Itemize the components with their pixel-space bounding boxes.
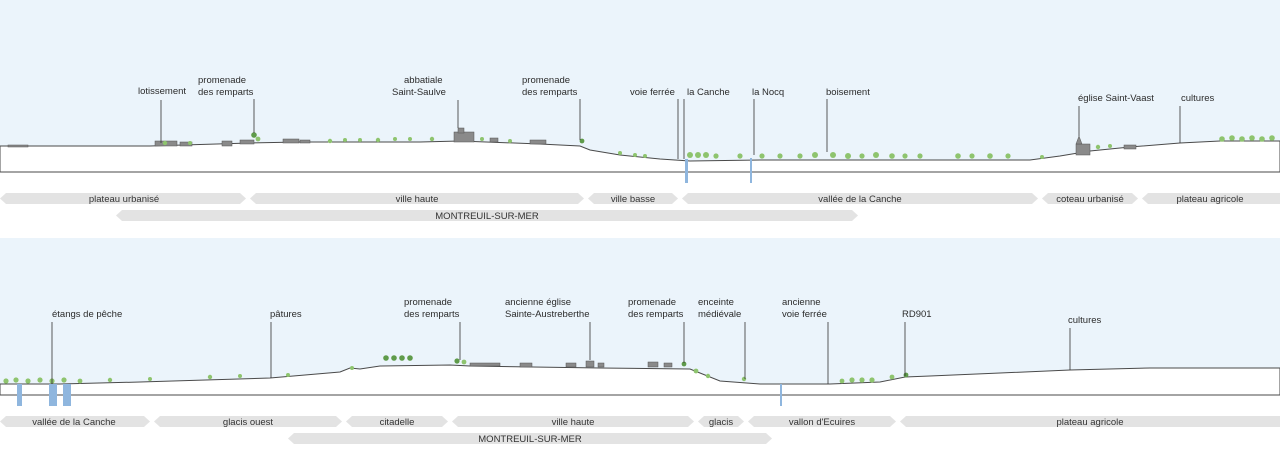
top-zone-bands (0, 193, 1280, 221)
top-zone-plateau-urbanise: plateau urbanisé (89, 194, 159, 205)
bottom-zone-citadelle: citadelle (380, 417, 415, 428)
top-sky-background (0, 0, 1280, 172)
top-nocq-river (750, 158, 752, 183)
bottom-label-ancienne-voie-b: voie ferrée (782, 309, 827, 320)
top-label-boisement: boisement (826, 87, 870, 98)
bottom-label-ancienne-eglise-b: Sainte-Austreberthe (505, 309, 590, 320)
top-buildings (7, 127, 1137, 156)
bottom-zone-bands (0, 416, 1280, 444)
top-label-abbatiale-a: abbatiale (404, 75, 443, 86)
top-label-abbatiale-b: Saint-Saulve (392, 87, 446, 98)
top-zone-vallee-canche: vallée de la Canche (818, 194, 901, 205)
top-zone-plateau-agricole: plateau agricole (1176, 194, 1243, 205)
bottom-label-promenade-1a: promenade (404, 297, 452, 308)
bottom-label-ancienne-eglise-a: ancienne église (505, 297, 571, 308)
bottom-label-enceinte-a: enceinte (698, 297, 734, 308)
bottom-buildings (469, 360, 673, 368)
top-zone-coteau-urbanise: coteau urbanisé (1056, 194, 1124, 205)
bottom-terrain-profile (0, 364, 1280, 396)
bottom-label-cultures: cultures (1068, 315, 1102, 326)
top-label-cultures: cultures (1181, 93, 1215, 104)
bottom-leader-lines (51, 322, 1071, 384)
top-label-promenade-1a: promenade (198, 75, 246, 86)
bottom-zone-glacis-ouest: glacis ouest (223, 417, 274, 428)
bottom-label-patures: pâtures (270, 309, 302, 320)
top-zone-ville-basse: ville basse (611, 194, 655, 205)
bottom-label-etangs-de-peche: étangs de pêche (52, 309, 122, 320)
bottom-zone-plateau-agricole: plateau agricole (1056, 417, 1123, 428)
top-town-band: MONTREUIL-SUR-MER (435, 211, 539, 222)
top-label-la-nocq: la Nocq (752, 87, 784, 98)
bottom-label-promenade-2b: des remparts (628, 309, 684, 320)
top-label-la-canche: la Canche (687, 87, 730, 98)
bottom-label-promenade-2a: promenade (628, 297, 676, 308)
bottom-zone-glacis: glacis (709, 417, 734, 428)
top-label-promenade-2b: des remparts (522, 87, 578, 98)
top-label-promenade-2a: promenade (522, 75, 570, 86)
bottom-zone-vallee-canche: vallée de la Canche (32, 417, 115, 428)
top-label-promenade-1b: des remparts (198, 87, 254, 98)
top-vegetation (162, 132, 1275, 159)
bottom-label-rd901: RD901 (902, 309, 932, 320)
bottom-ponds (17, 384, 71, 406)
top-label-voie-ferree: voie ferrée (630, 87, 675, 98)
bottom-town-band: MONTREUIL-SUR-MER (478, 434, 582, 445)
bottom-ecuires-stream (780, 384, 782, 406)
bottom-zone-ville-haute: ville haute (552, 417, 595, 428)
top-leader-lines (160, 99, 1181, 159)
bottom-vegetation (3, 355, 909, 384)
bottom-label-ancienne-voie-a: ancienne (782, 297, 821, 308)
top-terrain-profile (0, 140, 1280, 173)
bottom-label-enceinte-b: médiévale (698, 309, 741, 320)
top-label-eglise-saint-vaast: église Saint-Vaast (1078, 93, 1154, 104)
top-label-lotissement: lotissement (138, 86, 186, 97)
bottom-label-promenade-1b: des remparts (404, 309, 460, 320)
top-zone-ville-haute: ville haute (396, 194, 439, 205)
top-canche-river (685, 159, 688, 183)
bottom-zone-vallon-ecuires: vallon d'Ecuires (789, 417, 855, 428)
